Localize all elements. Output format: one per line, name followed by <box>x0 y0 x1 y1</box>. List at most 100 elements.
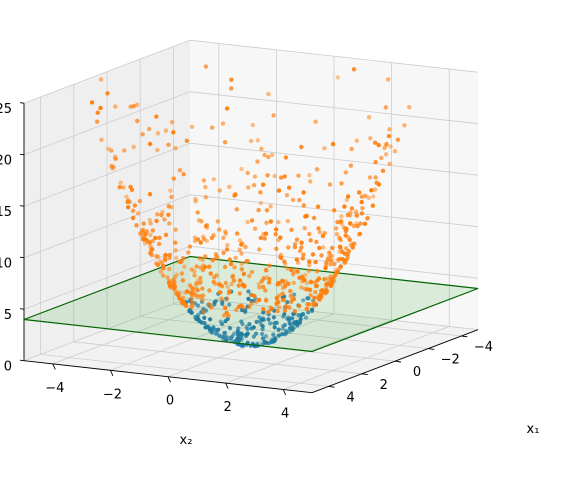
data-point-outer <box>313 289 318 295</box>
data-point-outer <box>211 233 216 238</box>
data-point-outer <box>224 296 230 301</box>
data-point-outer <box>372 140 378 145</box>
tick-z <box>19 153 25 156</box>
data-point-outer <box>344 197 349 203</box>
data-point-outer <box>229 86 234 91</box>
data-point-outer <box>263 267 269 273</box>
data-point-inner <box>216 327 221 332</box>
data-point-outer <box>387 127 392 132</box>
data-point-inner <box>299 313 304 318</box>
data-point-outer <box>225 284 230 290</box>
axes-ticks: 0 5 10 15 20 25 −4 −2 0 2 4 −4 −2 0 2 4 <box>0 102 493 421</box>
data-point-outer <box>237 291 243 296</box>
data-point-outer <box>220 121 226 126</box>
tick-label-x1: −4 <box>474 340 493 355</box>
data-point-outer <box>197 256 202 261</box>
data-point-outer <box>192 235 198 240</box>
data-point-outer <box>243 244 248 250</box>
data-point-outer <box>172 275 178 280</box>
data-point-outer <box>386 77 391 82</box>
data-point-outer <box>245 170 250 176</box>
data-point-outer <box>342 258 347 264</box>
data-point-outer <box>173 146 178 151</box>
data-point-outer <box>255 159 260 164</box>
data-point-outer <box>350 241 355 247</box>
data-point-outer <box>304 213 309 219</box>
data-point-outer <box>239 166 244 172</box>
data-point-outer <box>149 247 155 252</box>
data-point-outer <box>189 297 194 302</box>
data-point-outer <box>368 136 373 141</box>
data-point-outer <box>275 308 280 314</box>
data-point-outer <box>329 258 334 263</box>
data-point-outer <box>147 141 153 147</box>
data-point-outer <box>201 178 207 183</box>
data-point-outer <box>89 100 95 105</box>
data-point-inner <box>266 341 271 346</box>
data-point-inner <box>259 322 264 327</box>
data-point-outer <box>95 110 101 115</box>
data-point-outer <box>180 278 186 283</box>
tick-x1 <box>394 360 402 363</box>
data-point-inner <box>306 296 311 301</box>
data-point-outer <box>384 141 389 147</box>
data-point-outer <box>383 152 389 157</box>
data-point-outer <box>249 218 255 223</box>
data-point-outer <box>125 199 130 205</box>
data-point-outer <box>295 269 300 274</box>
data-point-outer <box>278 252 284 257</box>
data-point-outer <box>159 260 165 265</box>
data-point-outer <box>290 272 296 277</box>
data-point-inner <box>263 340 268 345</box>
data-point-outer <box>171 130 176 135</box>
data-point-outer <box>334 232 339 237</box>
data-point-outer <box>218 290 223 295</box>
tick-label-x1: −2 <box>441 353 460 368</box>
data-point-outer <box>181 172 186 177</box>
data-point-outer <box>283 261 288 266</box>
data-point-inner <box>246 296 251 301</box>
data-point-outer <box>179 271 185 276</box>
data-point-outer <box>285 219 290 224</box>
data-point-outer <box>304 281 310 286</box>
data-point-outer <box>300 256 305 261</box>
data-point-outer <box>219 296 224 301</box>
data-point-outer <box>156 241 162 247</box>
data-point-outer <box>147 192 153 197</box>
data-point-inner <box>271 337 276 342</box>
data-point-outer <box>289 267 294 273</box>
data-point-outer <box>137 198 143 204</box>
data-point-inner <box>285 316 290 321</box>
data-point-outer <box>284 303 289 308</box>
data-point-outer <box>307 262 312 268</box>
data-point-outer <box>345 212 350 218</box>
data-point-outer <box>324 263 329 268</box>
data-point-outer <box>140 132 145 137</box>
data-point-outer <box>301 203 306 208</box>
data-point-outer <box>160 273 166 278</box>
data-point-outer <box>239 251 244 256</box>
data-point-inner <box>261 317 266 322</box>
data-point-outer <box>113 104 118 109</box>
data-point-outer <box>245 219 250 225</box>
data-point-outer <box>286 281 291 286</box>
data-point-outer <box>110 166 115 171</box>
data-point-outer <box>207 264 212 269</box>
data-point-outer <box>264 298 269 303</box>
data-point-outer <box>330 245 335 251</box>
data-point-outer <box>307 231 312 237</box>
data-point-outer <box>186 250 191 255</box>
data-point-outer <box>198 275 203 281</box>
data-point-outer <box>257 247 262 252</box>
tick-label-z: 20 <box>0 154 12 169</box>
data-point-outer <box>269 306 274 311</box>
data-point-inner <box>210 330 215 335</box>
data-point-outer <box>342 204 347 209</box>
data-point-outer <box>276 188 282 193</box>
data-point-outer <box>348 221 353 227</box>
data-point-outer <box>350 245 355 250</box>
data-point-outer <box>339 221 344 227</box>
data-point-outer <box>98 77 104 82</box>
data-point-outer <box>153 235 158 241</box>
data-point-outer <box>280 278 285 284</box>
